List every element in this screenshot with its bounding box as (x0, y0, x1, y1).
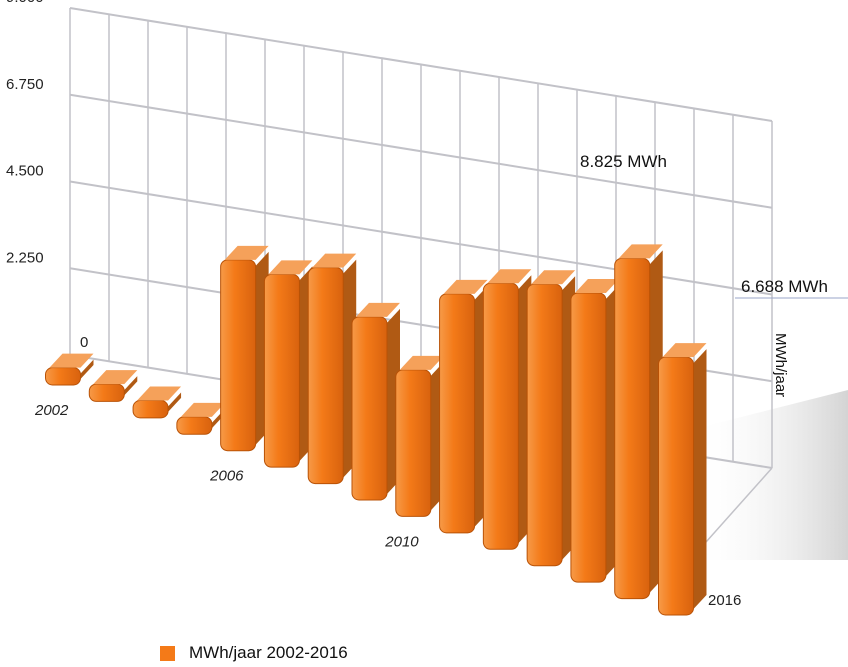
bar (45, 353, 94, 386)
y-tick-label: 2.250 (6, 249, 44, 266)
bar (132, 386, 182, 419)
x-tick-label: 2006 (209, 468, 244, 485)
bar (176, 402, 225, 435)
y-tick-label: 6.750 (6, 76, 44, 93)
x-tick-label: 2010 (384, 533, 419, 550)
y-tick-label: 9.000 (6, 0, 44, 6)
bar (526, 270, 576, 567)
y-tick-label: 0 (80, 334, 88, 351)
legend: MWh/jaar 2002-2016 (160, 643, 348, 663)
legend-swatch (160, 645, 175, 661)
bar (88, 370, 138, 402)
x-tick-label: 2002 (34, 402, 69, 419)
bar (439, 279, 488, 534)
bar (614, 244, 663, 600)
bar (570, 278, 619, 583)
annotation-last: 6.688 MWh (741, 277, 828, 296)
bar (658, 343, 707, 616)
bar (395, 355, 444, 517)
floor-shadow (690, 390, 848, 560)
x-tick-label: 2016 (708, 592, 741, 609)
bar (220, 245, 269, 452)
bar (307, 253, 357, 485)
bar (351, 302, 400, 501)
legend-label: MWh/jaar 2002-2016 (189, 643, 348, 662)
bar (482, 269, 532, 550)
y-axis-label: MWh/jaar (772, 333, 789, 397)
bar (263, 260, 313, 468)
y-tick-label: 4.500 (6, 163, 44, 180)
annotation-peak: 8.825 MWh (580, 152, 667, 171)
